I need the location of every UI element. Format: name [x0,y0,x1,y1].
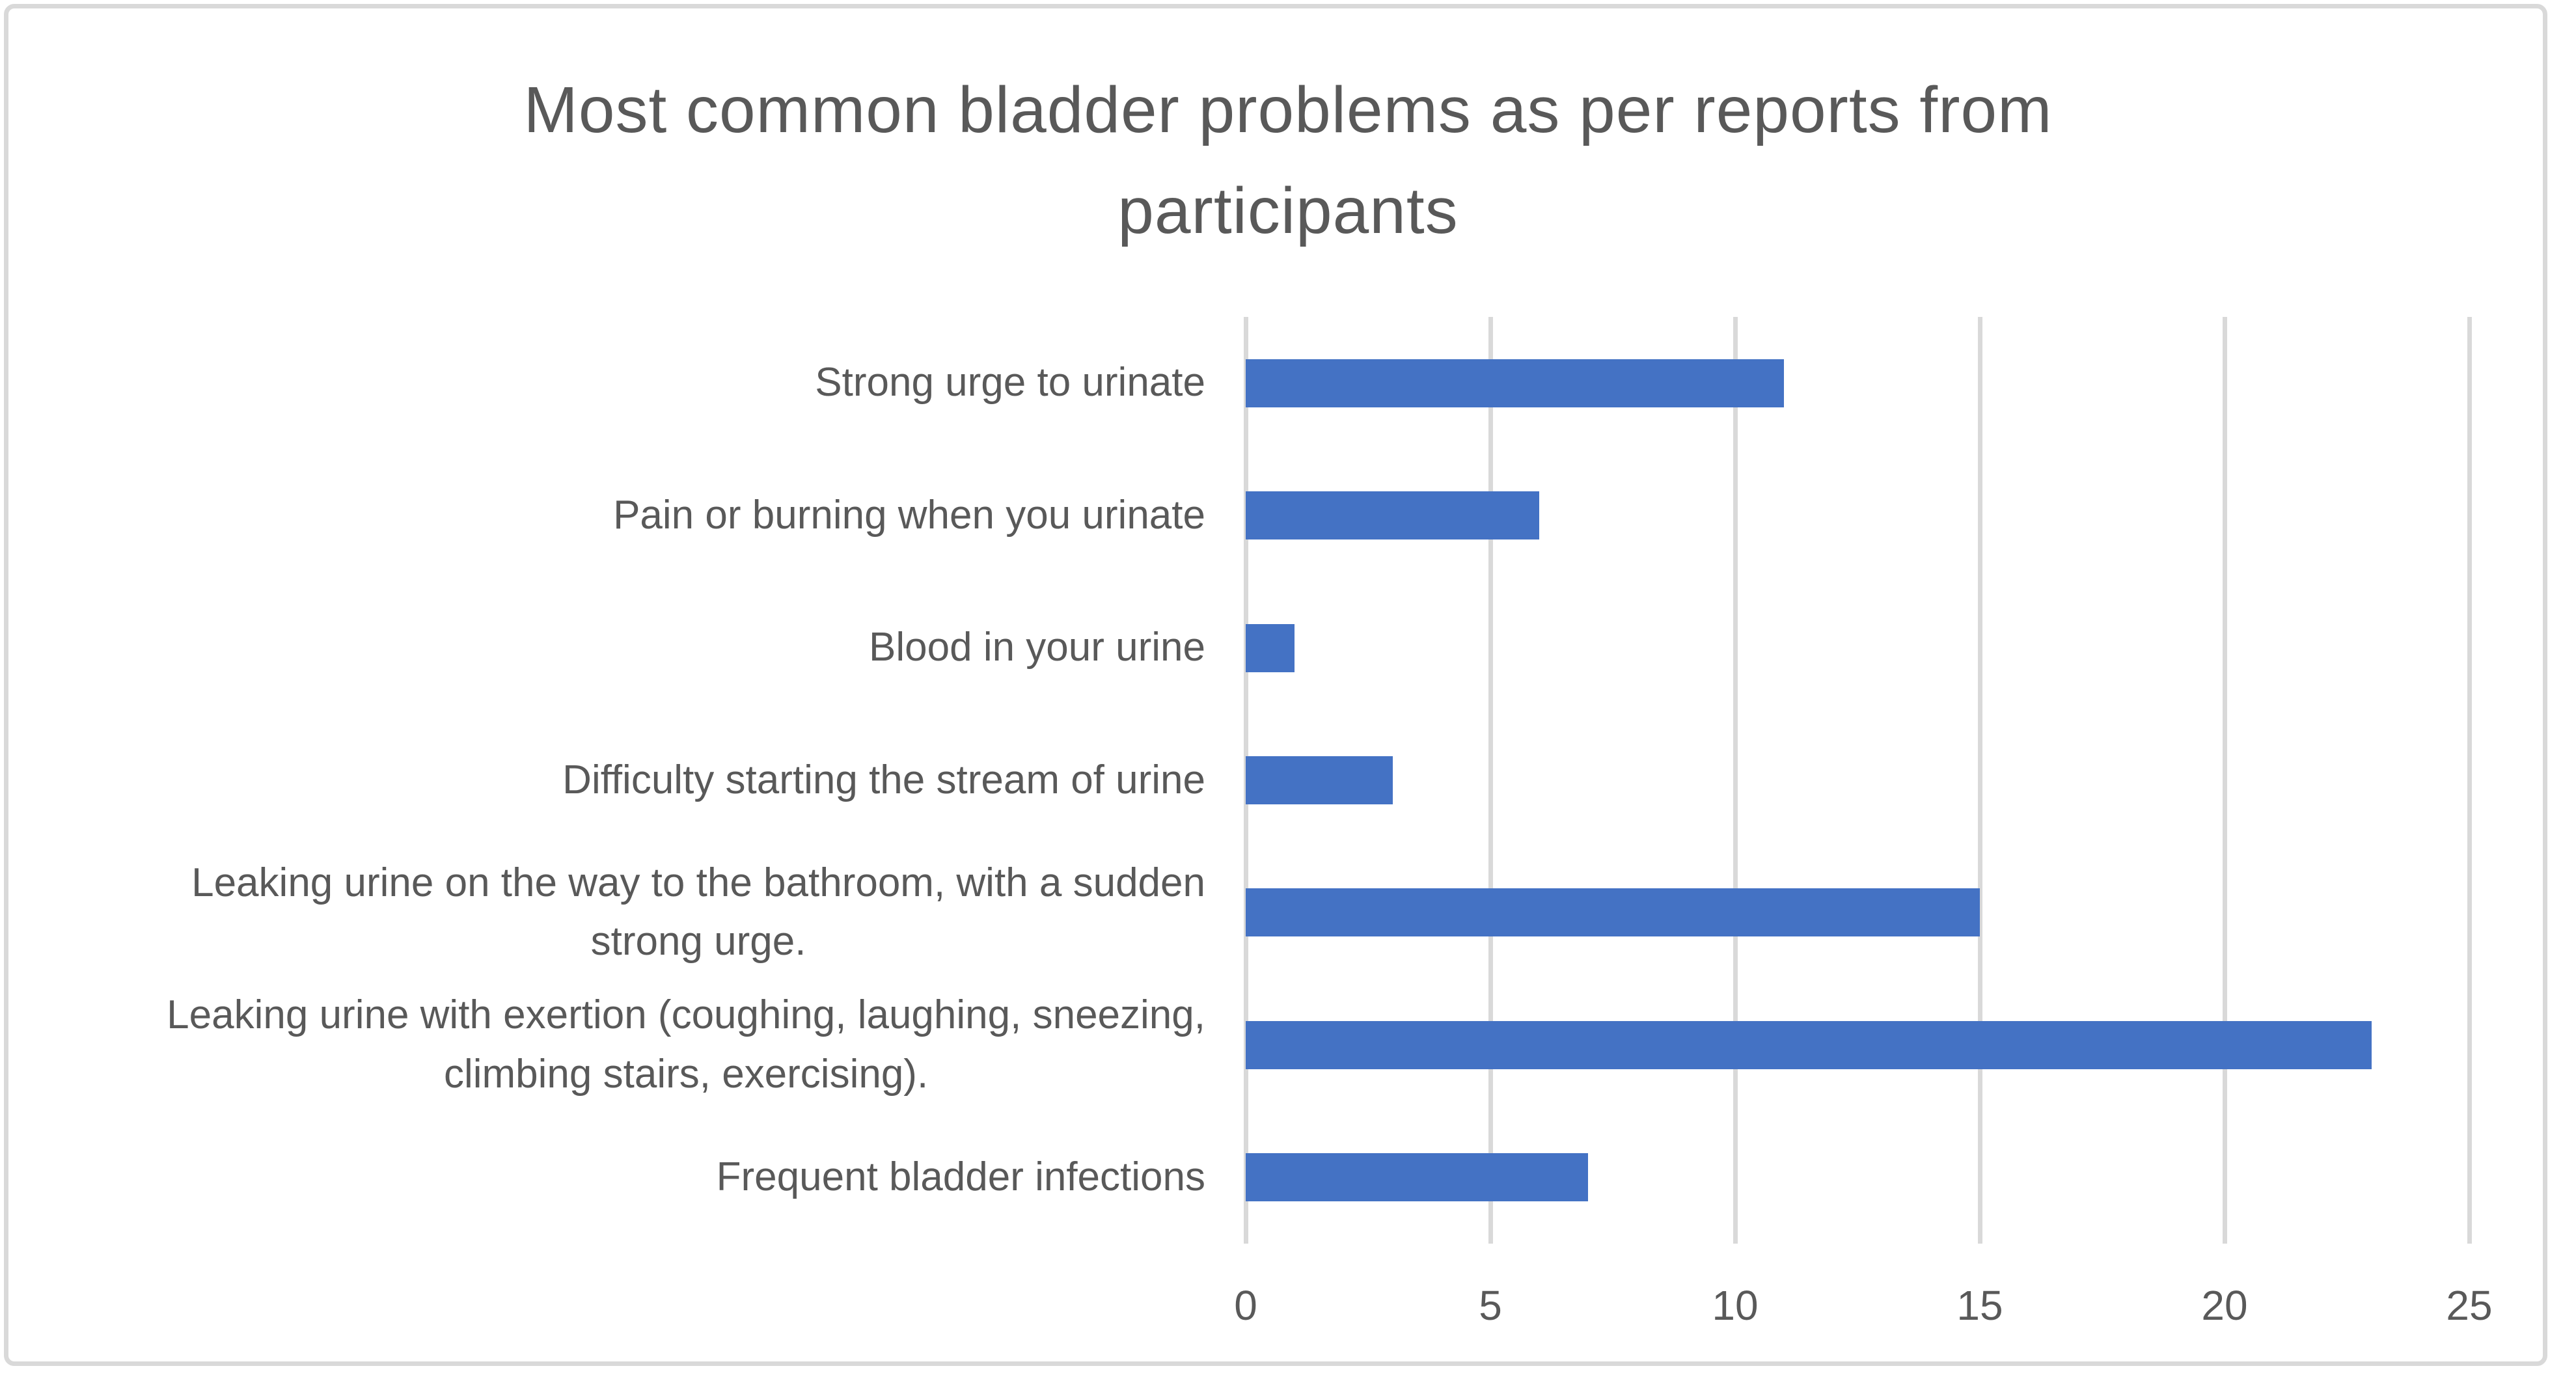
plot-area [1244,317,2472,1244]
category-label-row: Strong urge to urinate [26,317,1205,449]
bar-5[interactable] [1246,888,1980,937]
gridline-x-25 [2467,317,2472,1244]
category-label-3: Blood in your urine [869,625,1205,670]
category-label-row: Frequent bladder infections [26,1112,1205,1244]
bar-row [1246,317,2469,449]
category-label-1: Strong urge to urinate [815,360,1205,405]
chart-border [4,4,2547,1366]
value-axis-ticks: 0 5 10 15 20 25 [1234,1282,2492,1330]
gridline-x-20 [2223,317,2227,1244]
bar-row [1246,1112,2469,1244]
x-tick-label-5: 5 [1479,1282,1502,1329]
category-label-row: Leaking urine on the way to the bathroom… [26,847,1205,979]
bar-row [1246,449,2469,581]
category-label-row: Pain or burning when you urinate [26,449,1205,581]
chart-title: Most common bladder problems as per repo… [523,74,2053,247]
x-tick-label-20: 20 [2201,1282,2248,1329]
gridline-x-10 [1733,317,1738,1244]
category-label-7: Frequent bladder infections [716,1154,1205,1199]
category-label-6: Leaking urine with exertion (coughing, l… [167,992,1205,1097]
bar-6[interactable] [1246,1020,2372,1069]
gridline-x-5 [1488,317,1493,1244]
category-label-5: Leaking urine on the way to the bathroom… [191,860,1205,964]
category-label-row: Difficulty starting the stream of urine [26,714,1205,846]
bar-rows [1246,317,2469,1244]
bar-row [1246,979,2469,1111]
bar-row [1246,847,2469,979]
bar-row [1246,582,2469,714]
category-axis-labels: Strong urge to urinate Pain or burning wh… [26,317,1205,1244]
x-tick-label-10: 10 [1712,1282,1759,1329]
bar-7[interactable] [1246,1153,1589,1202]
bar-2[interactable] [1246,491,1540,540]
x-tick-label-15: 15 [1956,1282,2003,1329]
bar-4[interactable] [1246,756,1393,804]
category-label-4: Difficulty starting the stream of urine [562,757,1205,802]
x-tick-label-25: 25 [2446,1282,2493,1329]
category-label-row: Leaking urine with exertion (coughing, l… [26,979,1205,1111]
category-label-2: Pain or burning when you urinate [613,492,1205,538]
bar-1[interactable] [1246,359,1785,407]
x-tick-label-0: 0 [1234,1282,1257,1329]
category-label-row: Blood in your urine [26,582,1205,714]
gridline-x-15 [1978,317,1982,1244]
bar-row [1246,714,2469,846]
bar-3[interactable] [1246,623,1295,672]
